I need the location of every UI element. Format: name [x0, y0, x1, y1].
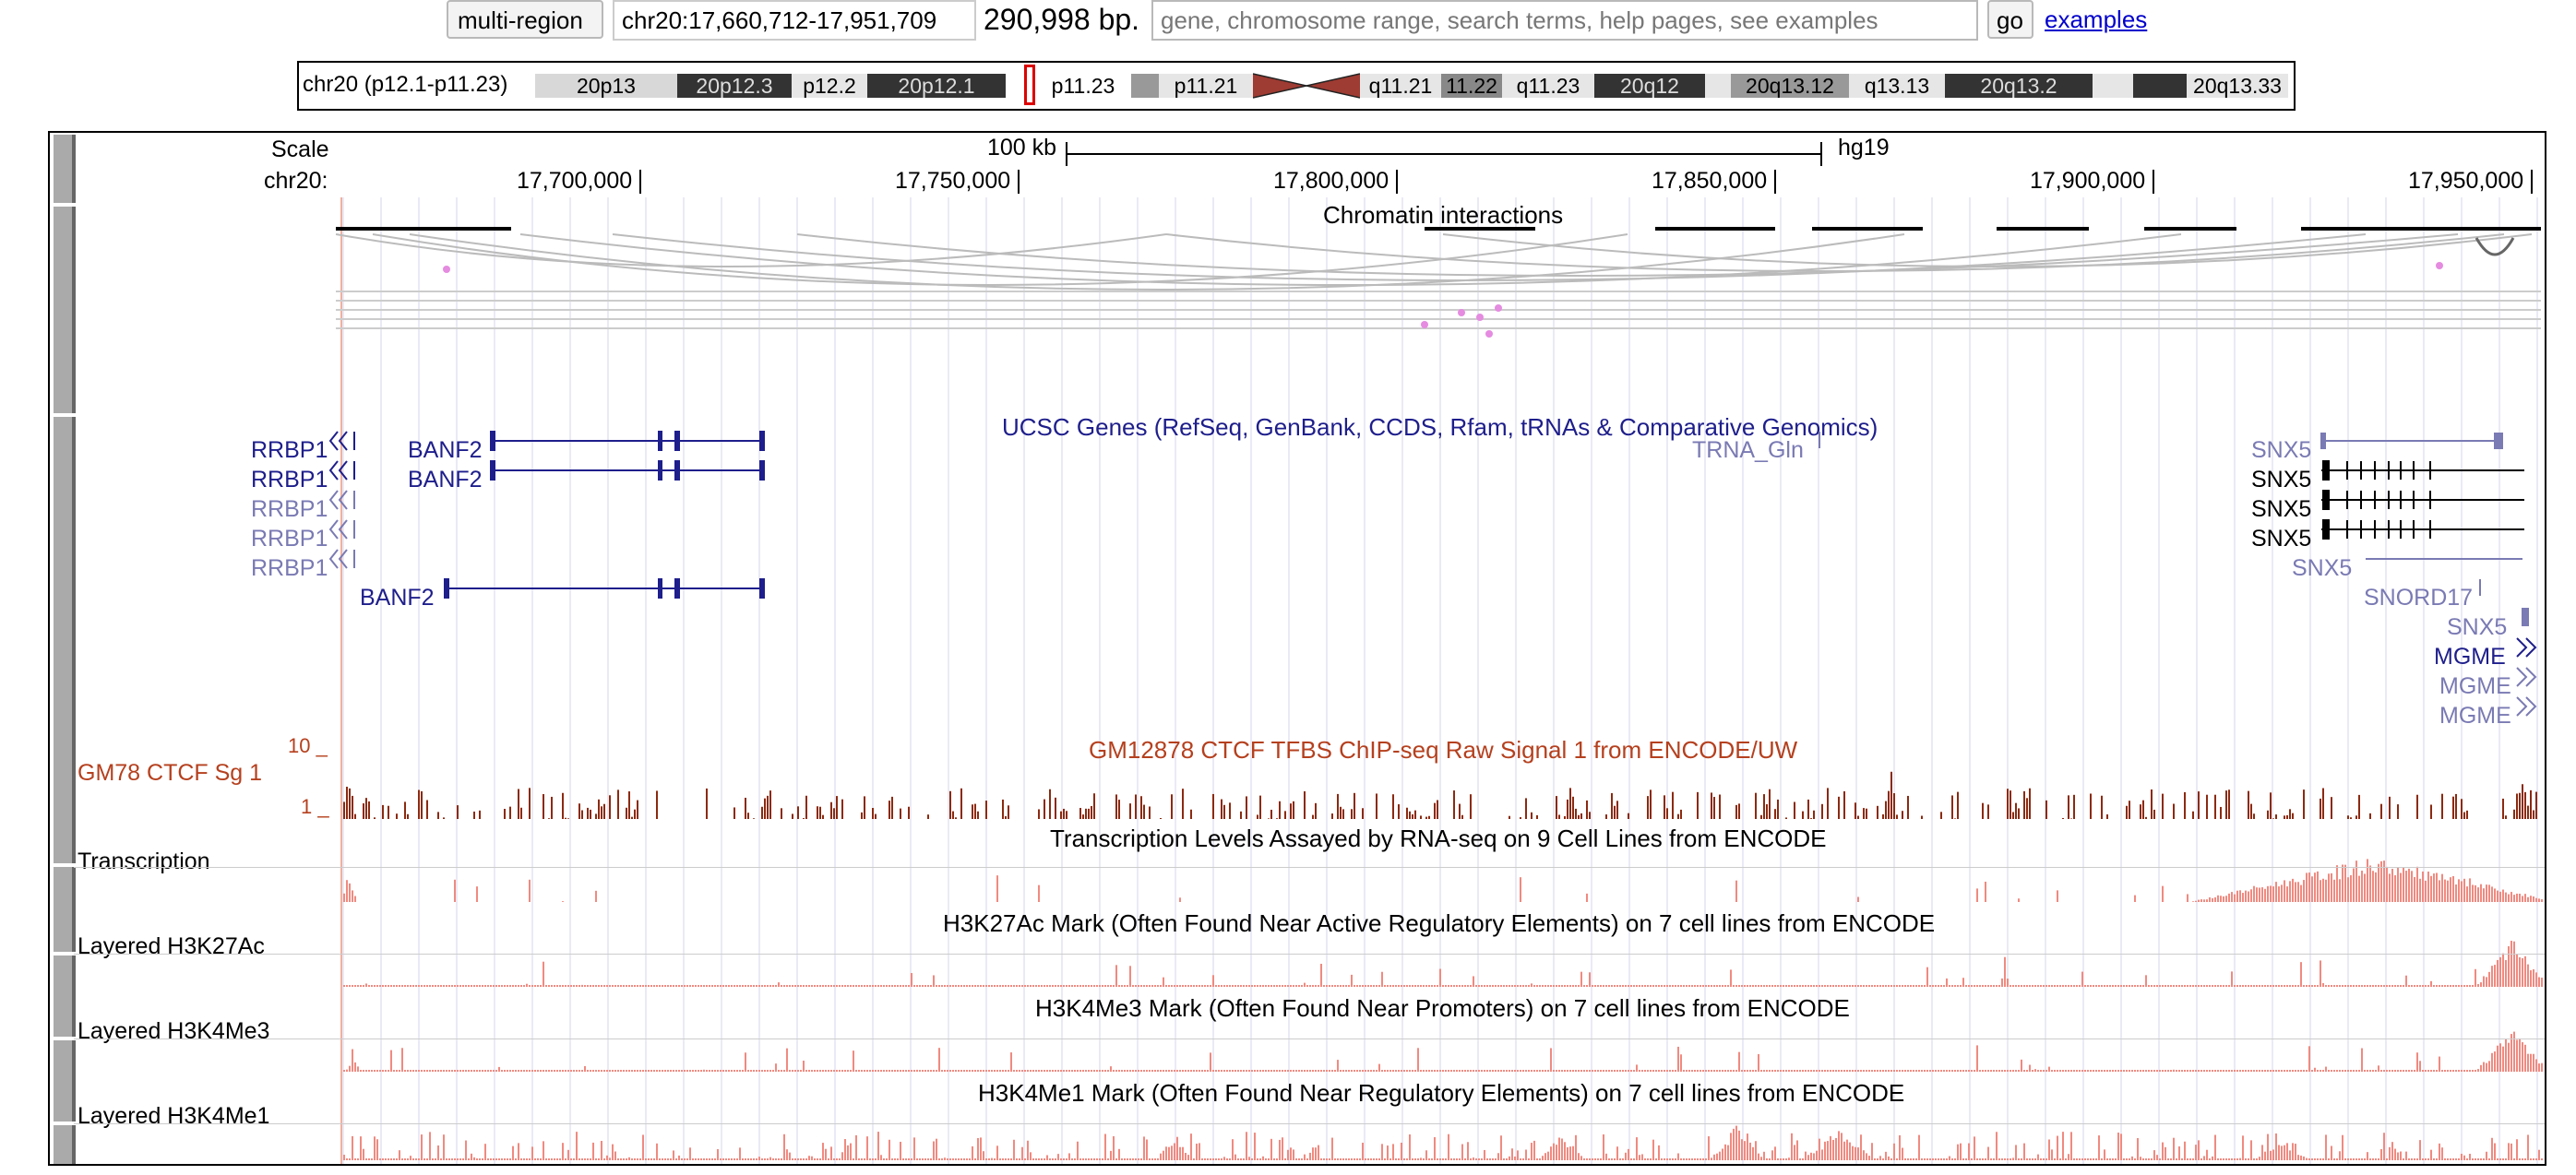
band: p11.21: [1159, 74, 1253, 98]
gene-label-mgme[interactable]: MGME: [2434, 644, 2506, 670]
gene-label-rrbp1[interactable]: RRBP1: [251, 496, 328, 522]
region-size: 290,998 bp.: [984, 3, 1140, 36]
ctcf-track-title: GM12878 CTCF TFBS ChIP-seq Raw Signal 1 …: [1089, 736, 1798, 764]
h3k4me1-track-title: H3K4Me1 Mark (Often Found Near Regulator…: [978, 1079, 1905, 1107]
gene-label-trna[interactable]: TRNA_Gln: [1692, 437, 1804, 463]
gene-label-snx5[interactable]: SNX5: [2447, 614, 2508, 640]
band: 11.22: [1441, 74, 1502, 98]
search-input[interactable]: gene, chromosome range, search terms, he…: [1151, 0, 1978, 41]
h3k4me1-track-label: Layered H3K4Me1: [78, 1103, 270, 1129]
band: 20p12.3: [677, 74, 792, 98]
gene-label-snx5[interactable]: SNX5: [2251, 467, 2312, 493]
gene-label-snx5[interactable]: SNX5: [2251, 526, 2312, 552]
h3k4me1-signal: [343, 1125, 2543, 1160]
transcription-signal: [343, 859, 2543, 902]
gene-label-rrbp1[interactable]: RRBP1: [251, 555, 328, 581]
band: 20p12.1: [867, 74, 1006, 98]
band: 20q13.2: [1945, 74, 2093, 98]
scale-label: Scale: [271, 136, 329, 162]
gene-label-rrbp1[interactable]: RRBP1: [251, 467, 328, 493]
band: q11.23: [1502, 74, 1594, 98]
h3k27ac-signal: [343, 940, 2543, 987]
ruler-chrom-label: chr20:: [264, 168, 328, 194]
h3k27ac-side-button[interactable]: [54, 1040, 76, 1122]
ruler-tick-label: 17,950,000: [2408, 168, 2524, 194]
gene-label-banf2[interactable]: BANF2: [360, 585, 435, 611]
h3k4me3-signal: [343, 1031, 2543, 1072]
chromatin-track-title: Chromatin interactions: [1323, 201, 1564, 229]
track-divider: [74, 954, 2545, 955]
h3k27ac-track-title: H3K27Ac Mark (Often Found Near Active Re…: [943, 909, 1936, 937]
transcription-track-label: Transcription: [78, 849, 210, 874]
ruler-tick-label: 17,800,000: [1273, 168, 1389, 194]
h3k4me3-track-label: Layered H3K4Me3: [78, 1018, 270, 1044]
h3k27ac-track-label: Layered H3K27Ac: [78, 933, 265, 959]
go-button[interactable]: go: [1987, 0, 2033, 39]
gene-label-mgme[interactable]: MGME: [2439, 703, 2511, 729]
gene-label-snx5[interactable]: SNX5: [2251, 437, 2312, 463]
scale-assembly: hg19: [1838, 135, 1890, 160]
gene-label-banf2[interactable]: BANF2: [408, 467, 483, 493]
centromere-icon: [1253, 73, 1360, 99]
band: p12.2: [792, 74, 867, 98]
band: 20q12: [1594, 74, 1705, 98]
transcription-track-title: Transcription Levels Assayed by RNA-seq …: [1050, 825, 1827, 852]
examples-link[interactable]: examples: [2045, 6, 2148, 33]
ctcf-signal: [343, 771, 2537, 819]
band: 20q13.12: [1731, 74, 1849, 98]
chromosome-ideogram[interactable]: chr20 (p12.1-p11.23) 20p13 20p12.3 p12.2…: [297, 61, 2296, 111]
ruler-tick-label: 17,850,000: [1652, 168, 1768, 194]
band: p11.23: [1035, 74, 1131, 98]
ctcf-ymax: 10 _: [288, 734, 328, 757]
gene-label-snx5[interactable]: SNX5: [2251, 496, 2312, 522]
gene-label-rrbp1[interactable]: RRBP1: [251, 437, 328, 463]
ruler-tick-label: 17,700,000: [517, 168, 633, 194]
chromatin-side-button[interactable]: [54, 207, 76, 413]
band: 20q13.33: [2187, 74, 2288, 98]
gene-label-snord17[interactable]: SNORD17: [2364, 585, 2474, 611]
ideogram-label: chr20 (p12.1-p11.23): [303, 72, 508, 97]
genome-browser-image[interactable]: Scale chr20: 100 kb hg19 17,700,000 17,7…: [48, 131, 2546, 1166]
ctcf-side-button[interactable]: [54, 867, 76, 952]
guide-lines: [340, 197, 2538, 1164]
band: [1705, 74, 1731, 98]
scale-size: 100 kb: [987, 135, 1057, 160]
ruler-ticks: [639, 170, 2533, 194]
position-display: chr20:17,660,712-17,951,709: [613, 0, 976, 41]
ruler-tick-label: 17,750,000: [895, 168, 1011, 194]
band: [1006, 74, 1017, 98]
gene-models: [328, 431, 2537, 717]
band: q11.21: [1360, 74, 1441, 98]
chromatin-interaction-arcs: [336, 227, 2541, 338]
band: [1131, 74, 1159, 98]
ruler-tick-label: 17,900,000: [2030, 168, 2146, 194]
gene-label-mgme[interactable]: MGME: [2439, 673, 2511, 699]
scale-bar: [1066, 142, 1822, 166]
track-divider: [74, 867, 2545, 868]
band: [2133, 74, 2187, 98]
h3k4me3-side-button[interactable]: [54, 1125, 76, 1164]
track-divider: [74, 1123, 2545, 1124]
transcription-side-button[interactable]: [54, 955, 76, 1037]
ctcf-track-label: GM78 CTCF Sg 1: [78, 760, 263, 786]
multi-region-button[interactable]: multi-region: [447, 0, 603, 39]
gene-label-snx5[interactable]: SNX5: [2292, 555, 2353, 581]
genes-track-title: UCSC Genes (RefSeq, GenBank, CCDS, Rfam,…: [1002, 413, 1878, 441]
band: q13.13: [1849, 74, 1945, 98]
h3k4me3-track-title: H3K4Me3 Mark (Often Found Near Promoters…: [1035, 994, 1850, 1022]
ctcf-ymin: 1 _: [301, 795, 329, 818]
band: [2093, 74, 2133, 98]
gene-label-banf2[interactable]: BANF2: [408, 437, 483, 463]
gene-label-rrbp1[interactable]: RRBP1: [251, 526, 328, 552]
current-position-marker: [1024, 65, 1035, 105]
ruler-side-button[interactable]: [54, 135, 76, 203]
band: 20p13: [535, 74, 677, 98]
genes-side-button[interactable]: [54, 417, 76, 863]
